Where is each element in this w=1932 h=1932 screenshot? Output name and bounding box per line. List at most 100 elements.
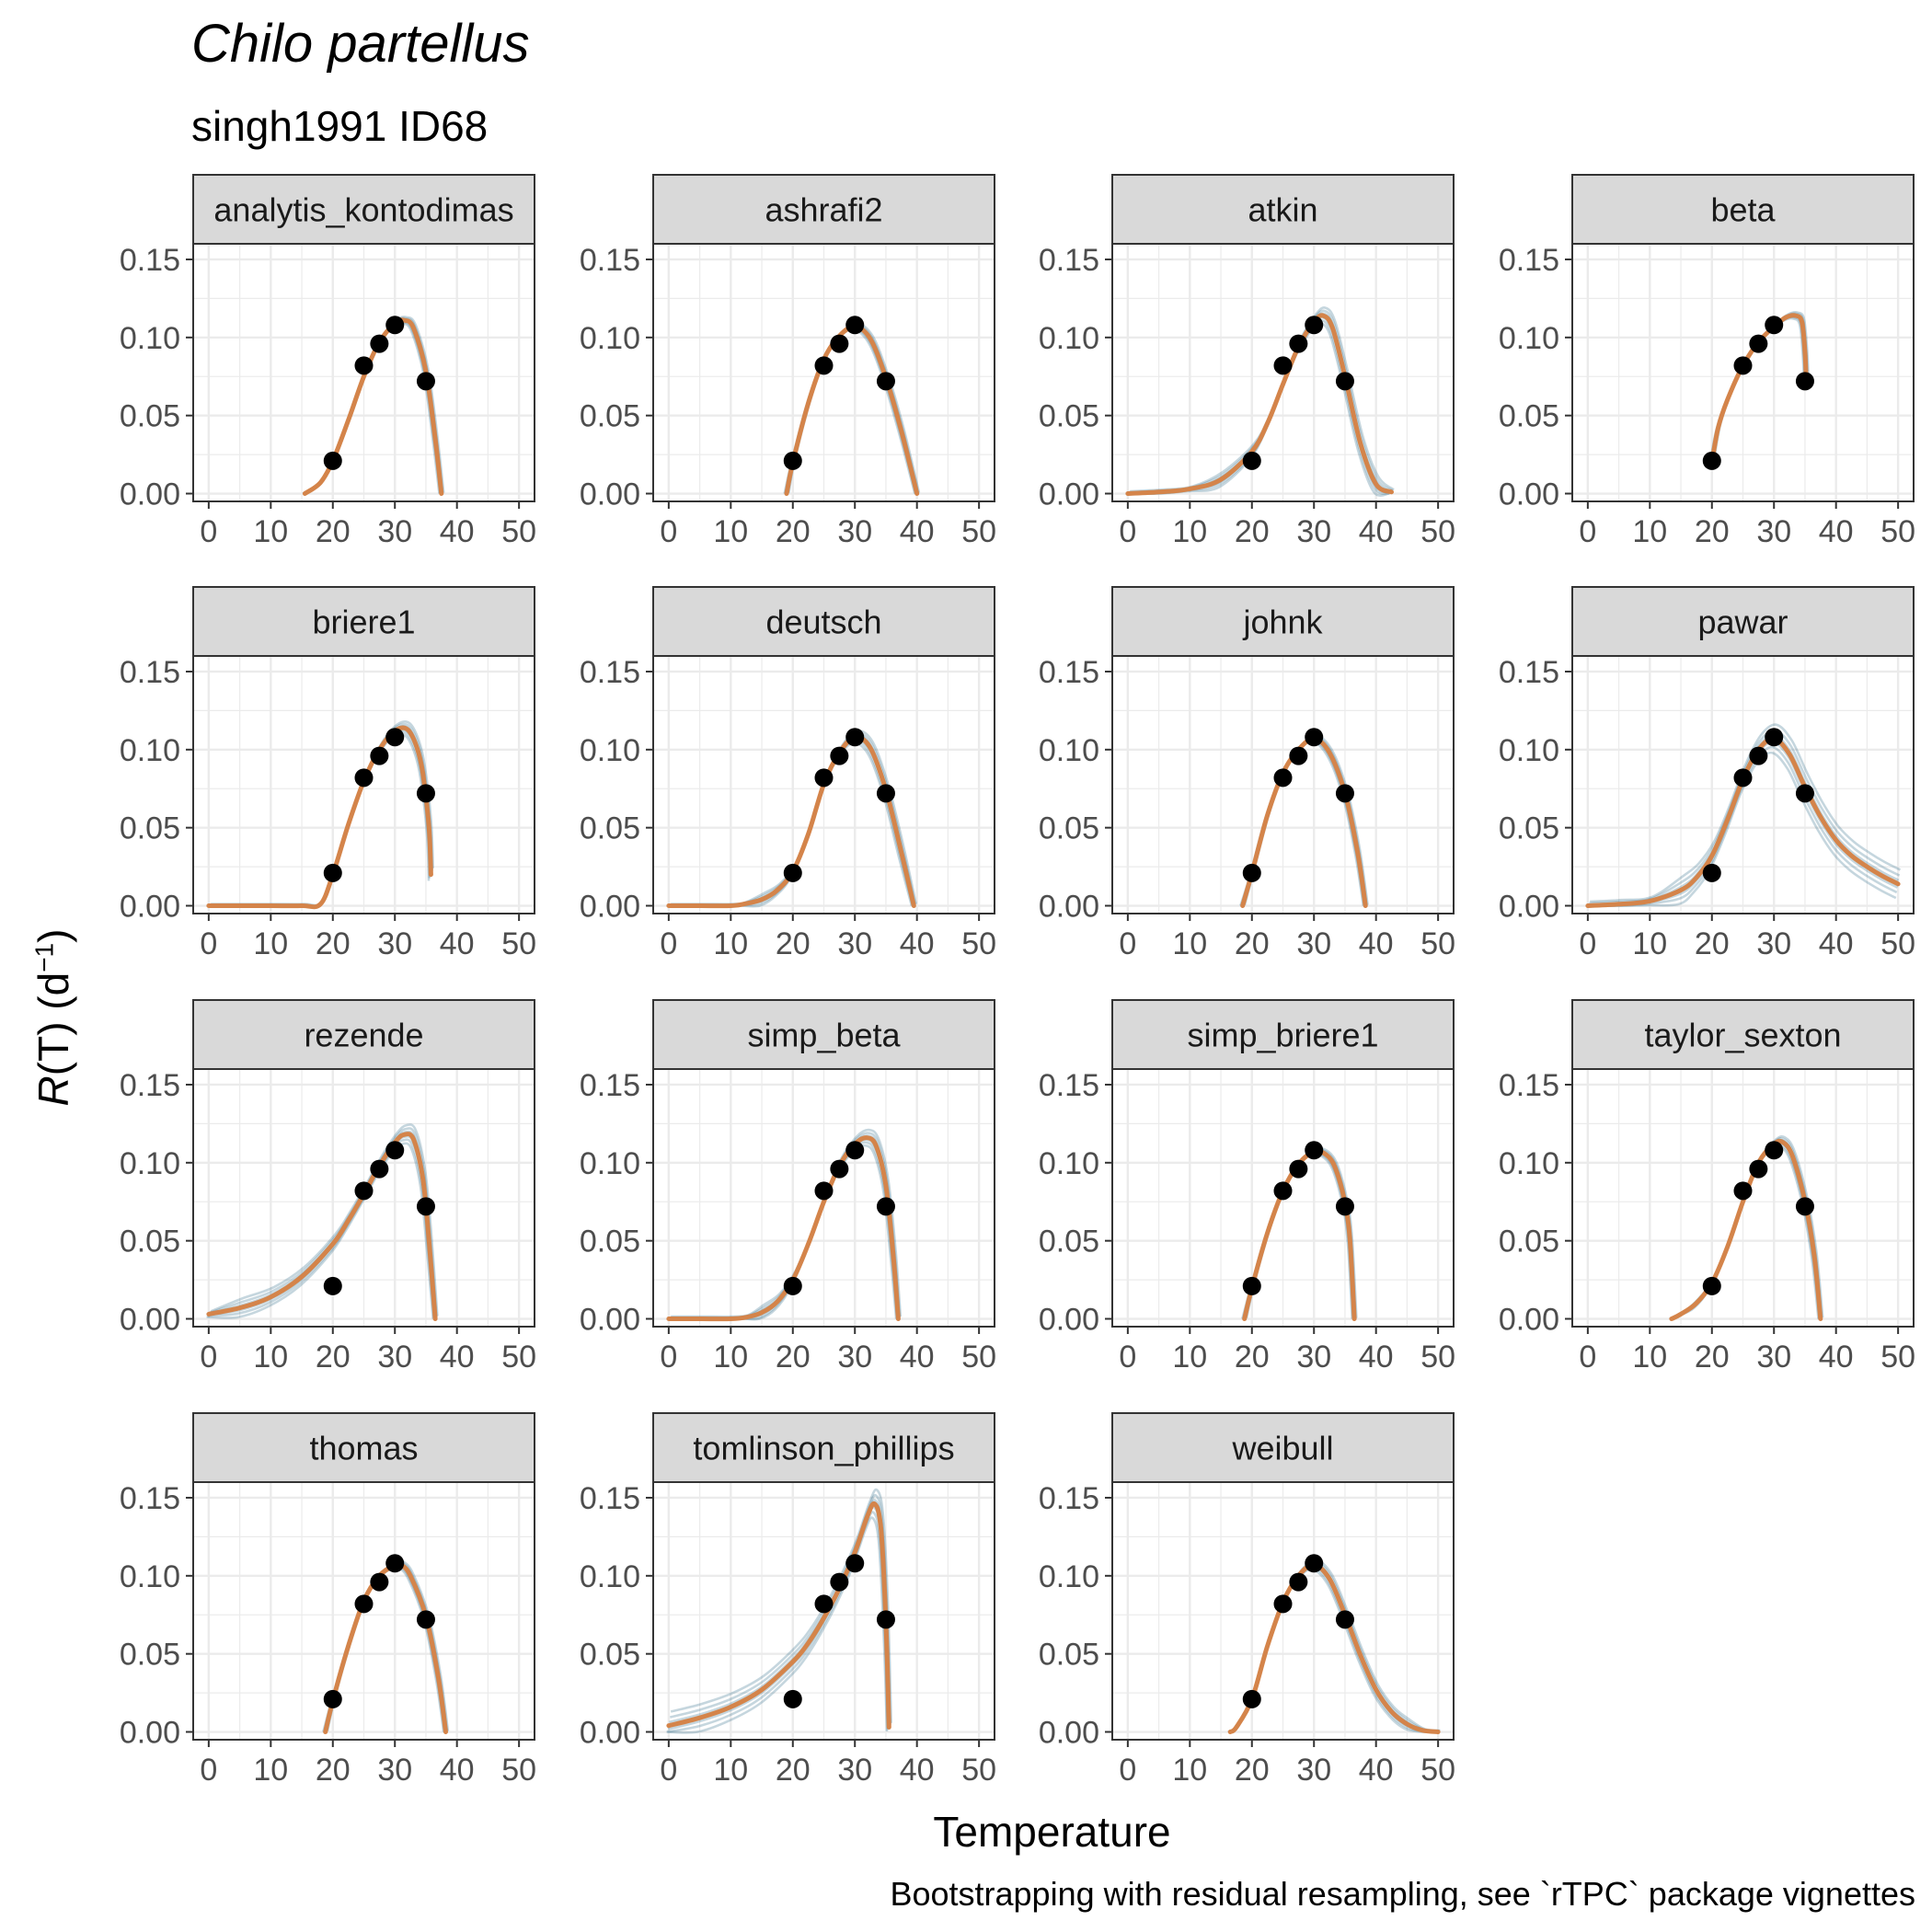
data-point (830, 746, 849, 765)
y-tick-label: 0.10 (580, 1559, 640, 1594)
y-tick-label: 0.00 (120, 477, 180, 512)
panel-tomlinson_phillips: tomlinson_phillips 0.00 0.05 0.10 0.15 0 10 20 3… (580, 1412, 996, 1788)
x-tick-label: 0 (1579, 1340, 1596, 1374)
x-tick-label: 20 (1235, 1753, 1270, 1788)
x-tick-label: 0 (1119, 926, 1136, 961)
data-point (1242, 1276, 1261, 1295)
data-point (1795, 784, 1814, 803)
data-point (354, 1181, 374, 1201)
data-point (1765, 1141, 1784, 1160)
x-tick-label: 40 (1819, 926, 1854, 961)
y-tick-label: 0.00 (120, 1716, 180, 1751)
x-tick-label: 40 (1819, 1340, 1854, 1374)
panel-border (192, 243, 535, 502)
strip-label: taylor_sexton (1644, 1017, 1841, 1054)
y-tick-label: 0.00 (1499, 477, 1559, 512)
data-point (416, 1610, 435, 1629)
x-tick-label: 30 (837, 1753, 872, 1788)
x-tick-label: 50 (1880, 514, 1915, 549)
data-point (1765, 728, 1784, 747)
y-tick-label: 0.10 (1499, 1146, 1559, 1181)
y-tick-label: 0.00 (1499, 1303, 1559, 1338)
x-tick-label: 0 (200, 1753, 217, 1788)
x-tick-label: 10 (713, 514, 748, 549)
panel-ashrafi2: ashrafi2 0.00 0.05 0.10 0.15 0 10 20 30 40 50 (580, 174, 996, 549)
y-tick-label: 0.05 (1499, 1225, 1559, 1259)
x-tick-label: 10 (713, 926, 748, 961)
panel-border (1111, 1481, 1455, 1741)
x-tick-label: 0 (660, 1753, 677, 1788)
x-tick-label: 10 (253, 926, 288, 961)
x-tick-label: 0 (1119, 1340, 1136, 1374)
y-tick-label: 0.05 (120, 1225, 180, 1259)
data-point (783, 863, 802, 882)
y-tick-label: 0.05 (1499, 399, 1559, 434)
x-tick-label: 0 (660, 1340, 677, 1374)
x-tick-label: 10 (253, 1753, 288, 1788)
strip-label: analytis_kontodimas (213, 191, 513, 229)
panel-border (1111, 655, 1455, 914)
x-tick-label: 10 (253, 1340, 288, 1374)
data-point (1289, 334, 1308, 353)
y-tick-label: 0.10 (120, 1559, 180, 1594)
panel-border (1571, 1068, 1915, 1328)
y-tick-label: 0.10 (1039, 321, 1099, 356)
y-tick-label: 0.15 (120, 1481, 180, 1516)
data-point (354, 356, 374, 375)
strip-weibull (1111, 1412, 1455, 1483)
x-tick-label: 30 (1756, 1340, 1791, 1374)
strip-pawar (1571, 586, 1915, 657)
data-point (1289, 1572, 1308, 1592)
strip-taylor_sexton (1571, 999, 1915, 1070)
data-point (370, 746, 389, 765)
x-tick-label: 50 (501, 1340, 536, 1374)
x-tick-label: 20 (776, 1753, 811, 1788)
x-tick-label: 20 (1235, 514, 1270, 549)
data-point (783, 1689, 802, 1708)
x-tick-label: 20 (1695, 514, 1730, 549)
data-point (845, 1141, 865, 1160)
x-tick-label: 30 (1296, 1340, 1331, 1374)
data-point (354, 768, 374, 788)
x-tick-label: 20 (316, 1753, 351, 1788)
panel-weibull: weibull 0.00 0.05 0.10 0.15 0 10 20 30 40 50 (1039, 1412, 1455, 1788)
strip-beta (1571, 174, 1915, 245)
x-tick-label: 40 (1359, 926, 1394, 961)
fitted-curve (666, 1501, 891, 1730)
strip-label: deutsch (765, 604, 881, 641)
y-tick-label: 0.10 (1039, 1146, 1099, 1181)
x-tick-label: 0 (1119, 514, 1136, 549)
data-point (354, 1594, 374, 1614)
data-point (814, 1181, 834, 1201)
strip-label: thomas (309, 1430, 418, 1467)
y-tick-label: 0.15 (580, 1068, 640, 1103)
x-tick-label: 10 (1632, 1340, 1667, 1374)
y-tick-label: 0.00 (1499, 890, 1559, 925)
y-tick-label: 0.10 (1039, 1559, 1099, 1594)
strip-label: weibull (1231, 1430, 1333, 1467)
strip-simp_briere1 (1111, 999, 1455, 1070)
strip-label: pawar (1697, 604, 1788, 641)
data-point (845, 1554, 865, 1573)
data-point (1305, 1554, 1324, 1573)
y-tick-label: 0.15 (1039, 655, 1099, 690)
data-point (830, 334, 849, 353)
y-tick-label: 0.10 (1499, 321, 1559, 356)
x-tick-label: 50 (501, 926, 536, 961)
y-tick-label: 0.15 (1499, 1068, 1559, 1103)
y-axis-label-close: ) (29, 928, 77, 943)
data-point (1242, 1689, 1261, 1708)
x-tick-label: 40 (440, 1340, 475, 1374)
x-tick-label: 0 (1119, 1753, 1136, 1788)
y-tick-label: 0.00 (580, 1303, 640, 1338)
y-tick-label: 0.10 (120, 321, 180, 356)
y-tick-label: 0.10 (580, 733, 640, 768)
data-point (1335, 784, 1354, 803)
x-tick-label: 10 (713, 1340, 748, 1374)
x-tick-label: 10 (1172, 1340, 1207, 1374)
y-tick-label: 0.00 (1039, 1303, 1099, 1338)
x-tick-label: 0 (1579, 514, 1596, 549)
data-point (830, 1159, 849, 1179)
x-tick-label: 50 (961, 926, 996, 961)
data-point (1273, 768, 1293, 788)
